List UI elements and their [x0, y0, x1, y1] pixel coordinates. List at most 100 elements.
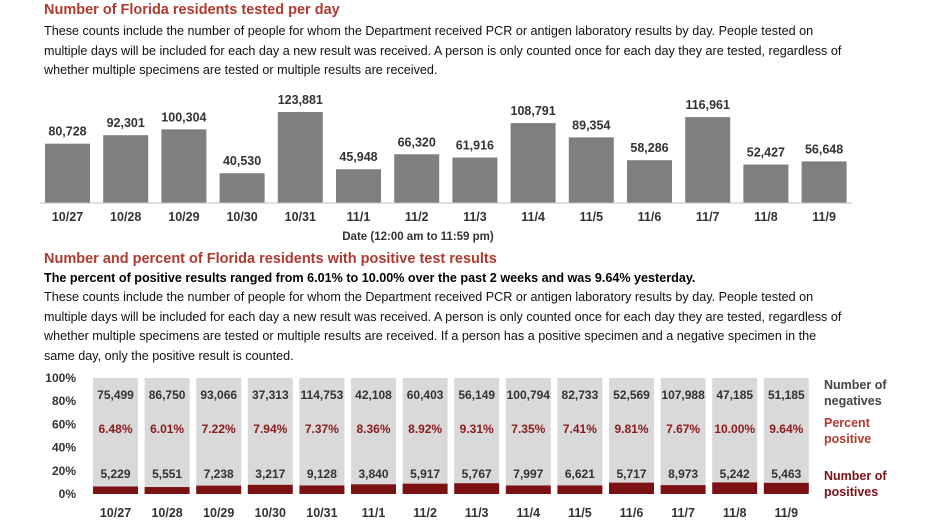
negatives-bar-10/31: [299, 378, 345, 486]
positives-bar-10/29: [196, 485, 242, 494]
percent-positive-label: 7.37%: [305, 422, 339, 436]
negatives-label: 51,185: [768, 388, 805, 402]
percent-positive-label: 6.01%: [150, 422, 184, 436]
positives-bar-10/31: [299, 485, 345, 494]
legend-negatives-line1: Number of: [824, 378, 887, 392]
percent-positive-label: 7.35%: [511, 422, 545, 436]
negatives-bar-10/27: [93, 378, 138, 487]
tests-per-day-chart: 80,728 10/27 92,301 10/28 100,304 10/29 40,530…: [40, 95, 852, 243]
bar-11/2: [394, 154, 440, 203]
negatives-label: 82,733: [562, 388, 599, 402]
percent-positive-label: 9.64%: [769, 422, 803, 436]
x-axis-title: Date (12:00 am to 11:59 pm): [342, 231, 494, 243]
bar-value-label: 45,948: [339, 150, 377, 164]
chart2-summary: The percent of positive results ranged f…: [44, 271, 696, 285]
chart1-description: These counts include the number of peopl…: [44, 24, 842, 77]
positives-label: 5,551: [152, 467, 182, 481]
x-tick-label: 11/5: [568, 506, 592, 520]
positives-bar-11/3: [454, 483, 500, 494]
bar-value-label: 108,791: [511, 104, 556, 118]
x-tick-label: 11/1: [347, 210, 371, 224]
negatives-label: 60,403: [407, 388, 444, 402]
negatives-label: 100,794: [507, 388, 551, 402]
positives-label: 7,238: [204, 467, 234, 481]
x-tick-label: 11/4: [521, 210, 545, 224]
bar-11/4: [510, 123, 556, 203]
positives-bar-11/8: [712, 482, 758, 494]
positives-label: 7,997: [513, 467, 543, 481]
x-tick-label: 10/29: [203, 506, 234, 520]
percent-positive-label: 9.81%: [614, 422, 648, 436]
positives-bar-11/2: [402, 483, 448, 494]
positives-label: 9,128: [307, 467, 337, 481]
x-tick-label: 10/28: [151, 506, 182, 520]
x-tick-label: 10/29: [168, 210, 199, 224]
percent-positive-label: 8.36%: [356, 422, 390, 436]
bar-value-label: 92,301: [107, 116, 145, 130]
percent-positive-label: 7.67%: [666, 422, 700, 436]
positives-label: 3,217: [255, 467, 285, 481]
legend-positives-line1: Number of: [824, 469, 887, 483]
negatives-bar-11/3: [454, 378, 500, 484]
legend-negatives-line2: negatives: [824, 394, 882, 408]
x-tick-label: 11/9: [774, 506, 798, 520]
x-tick-label: 10/30: [226, 210, 257, 224]
bar-11/5: [568, 137, 614, 203]
negatives-label: 107,988: [661, 388, 705, 402]
x-tick-label: 10/31: [285, 210, 316, 224]
x-tick-label: 11/2: [413, 506, 437, 520]
bar-value-label: 80,728: [48, 125, 86, 139]
negatives-label: 86,750: [149, 388, 186, 402]
negatives-bar-11/9: [763, 378, 809, 483]
positives-label: 5,242: [720, 467, 750, 481]
x-tick-label: 11/7: [696, 210, 720, 224]
positives-bar-11/1: [351, 484, 396, 494]
negatives-label: 56,149: [458, 388, 495, 402]
percent-positive-label: 7.22%: [202, 422, 236, 436]
chart2-description: These counts include the number of peopl…: [44, 290, 842, 363]
positives-bar-10/30: [247, 484, 293, 494]
positives-label: 5,463: [771, 467, 801, 481]
x-tick-label: 10/27: [52, 210, 83, 224]
x-tick-label: 11/1: [362, 506, 386, 520]
bar-value-label: 123,881: [278, 95, 323, 107]
negatives-bar-11/5: [557, 378, 603, 486]
positives-bar-10/27: [93, 486, 138, 494]
bar-11/9: [801, 161, 847, 203]
bar-value-label: 89,354: [572, 118, 610, 132]
bar-value-label: 100,304: [161, 110, 206, 124]
y-tick-label: 20%: [52, 464, 76, 478]
negatives-bar-11/6: [609, 378, 654, 483]
legend-percent-line2: positive: [824, 432, 871, 446]
y-tick-label: 80%: [52, 394, 76, 408]
bar-11/3: [452, 157, 498, 203]
bar-value-label: 58,286: [630, 141, 668, 155]
bar-value-label: 56,648: [805, 142, 843, 156]
negatives-bar-11/2: [402, 378, 448, 484]
x-tick-label: 10/30: [255, 506, 286, 520]
positives-label: 3,840: [358, 467, 388, 481]
x-tick-label: 10/28: [110, 210, 141, 224]
y-tick-label: 0%: [59, 487, 77, 501]
negatives-bar-11/7: [660, 378, 706, 486]
bar-10/28: [103, 135, 149, 203]
y-tick-label: 60%: [52, 417, 76, 431]
bar-10/30: [219, 173, 265, 203]
bar-value-label: 61,916: [456, 139, 494, 153]
percent-positive-label: 8.92%: [408, 422, 442, 436]
positives-bar-11/6: [609, 482, 654, 494]
x-tick-label: 10/31: [306, 506, 337, 520]
percent-positive-label: 7.94%: [253, 422, 287, 436]
x-tick-label: 11/4: [516, 506, 540, 520]
negatives-bar-10/29: [196, 378, 242, 486]
positives-label: 6,621: [565, 467, 595, 481]
x-tick-label: 11/8: [754, 210, 778, 224]
negatives-bar-11/1: [351, 378, 396, 485]
y-tick-label: 100%: [45, 371, 76, 385]
bar-10/31: [277, 112, 323, 203]
positives-label: 5,717: [616, 467, 646, 481]
positives-label: 5,767: [462, 467, 492, 481]
positives-bar-11/5: [557, 485, 603, 494]
negatives-label: 42,108: [355, 388, 392, 402]
negatives-label: 75,499: [97, 388, 134, 402]
